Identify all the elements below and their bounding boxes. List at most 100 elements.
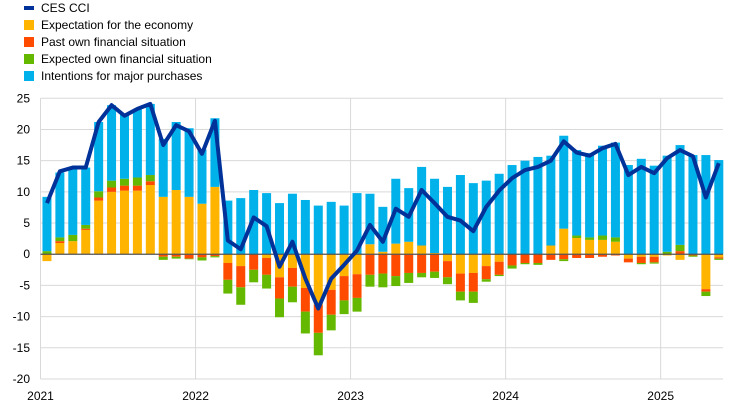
bar-expected-financial [598,235,608,240]
bar-past-financial [352,274,362,298]
bar-expected-financial [42,251,52,255]
bar-past-financial [585,254,595,258]
bar-major-purchases [598,145,608,236]
bar-economy [636,254,646,257]
bar-economy [158,196,168,255]
bar-past-financial [455,273,465,292]
bar-economy [81,229,91,255]
bar-past-financial [546,254,556,260]
bar-past-financial [481,266,491,280]
bar-expected-financial [326,314,336,331]
bar-major-purchases [688,155,698,255]
bar-expected-financial [210,256,220,258]
bar-major-purchases [546,155,556,246]
bar-expected-financial [119,178,129,186]
bar-economy [210,186,220,255]
bar-major-purchases [119,114,129,179]
bar-economy [55,243,65,255]
bar-major-purchases [623,165,633,255]
bar-major-purchases [339,205,349,255]
bar-expected-financial [662,251,672,255]
bar-expected-financial [158,256,168,260]
bar-economy [184,196,194,255]
bar-expected-financial [610,237,620,242]
bar-economy [610,241,620,255]
bar-past-financial [275,277,285,299]
bar-past-financial [313,304,323,333]
bar-economy [171,189,181,255]
bar-past-financial [378,254,388,274]
bar-major-purchases [262,193,272,255]
bar-economy [417,245,427,255]
bar-expected-financial [81,224,91,229]
bar-economy [68,241,78,255]
bar-past-financial [249,254,259,270]
bar-expected-financial [378,273,388,288]
bar-major-purchases [507,165,517,255]
bar-past-financial [714,257,724,259]
bar-expected-financial [275,298,285,318]
bar-major-purchases [430,178,440,253]
bar-past-financial [598,254,608,257]
bar-expected-financial [714,258,724,260]
bar-major-purchases [649,165,659,255]
bar-economy [701,254,711,290]
bar-expected-financial [365,274,375,287]
bar-economy [649,254,659,257]
bar-economy [585,239,595,255]
bar-past-financial [210,254,220,257]
bar-major-purchases [494,173,504,255]
bar-economy [287,254,297,268]
y-tick-label: -5 [19,278,30,292]
bar-past-financial [559,254,569,260]
bar-major-purchases [442,186,452,255]
bar-economy [675,254,685,260]
bar-expected-financial [262,274,272,289]
y-tick-label: -15 [13,341,31,355]
bar-expected-financial [404,272,414,283]
bar-expected-financial [287,286,297,303]
bar-past-financial [197,254,207,258]
legend-item-expected-financial: Expected own financial situation [24,50,212,67]
legend-label: CES CCI [41,1,90,16]
bar-economy [404,241,414,255]
bar-economy [352,254,362,275]
bar-major-purchases [468,183,478,255]
bar-past-financial [158,254,168,257]
bar-major-purchases [94,122,104,192]
y-axis-labels: 25 20 15 10 5 0 -5 -10 -15 -20 [13,91,31,386]
bar-expected-financial [636,262,646,265]
bar-major-purchases [145,103,155,176]
y-tick-label: 25 [17,91,31,105]
bar-past-financial [572,254,582,258]
bar-economy [598,239,608,255]
bar-major-purchases [68,168,78,235]
bar-past-financial [701,289,711,292]
bar-major-purchases [572,150,582,236]
bar-major-purchases [352,193,362,255]
bar-major-purchases [300,199,310,255]
bar-expected-financial [442,277,452,285]
bar-past-financial [494,261,504,275]
bar-major-purchases [533,156,543,255]
bar-expected-financial [94,191,104,198]
bar-major-purchases [236,198,246,255]
bar-economy [481,254,491,267]
bar-past-financial [81,228,91,230]
bar-major-purchases [417,166,427,246]
bar-expected-financial [572,235,582,239]
bar-economy [494,254,504,262]
bar-expected-financial [300,311,310,334]
bar-past-financial [417,254,427,273]
bar-economy [262,254,272,258]
bar-expected-financial [520,262,530,265]
bar-economy [442,254,452,262]
y-tick-label: -10 [13,310,31,324]
bar-past-financial [132,185,142,191]
bar-major-purchases [365,193,375,245]
bar-major-purchases [42,196,52,252]
bar-major-purchases [326,201,336,255]
y-tick-label: 15 [17,154,31,168]
bar-economy [455,254,465,274]
bar-past-financial [55,241,65,244]
